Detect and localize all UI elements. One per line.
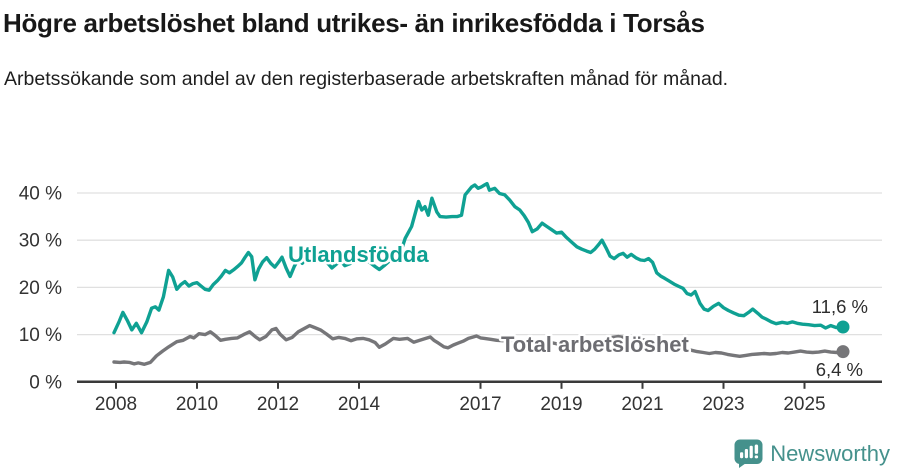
y-tick-label: 0 % bbox=[29, 372, 62, 393]
end-dot-total-arbetsl-shet bbox=[836, 345, 850, 359]
end-value-label-total-arbetsl-shet: 6,4 % bbox=[816, 359, 863, 380]
x-tick-label: 2010 bbox=[176, 394, 218, 415]
newsworthy-icon bbox=[734, 439, 763, 468]
y-tick-label: 40 % bbox=[19, 184, 62, 205]
x-tick-label: 2017 bbox=[459, 394, 501, 415]
x-tick-label: 2008 bbox=[95, 394, 137, 415]
x-tick-label: 2019 bbox=[540, 394, 582, 415]
x-tick-label: 2021 bbox=[621, 394, 663, 415]
chart-subtitle: Arbetssökande som andel av den registerb… bbox=[4, 68, 729, 90]
x-tick-label: 2025 bbox=[783, 394, 825, 415]
page-title: Högre arbetslöshet bland utrikes- än inr… bbox=[3, 8, 705, 38]
x-tick-label: 2023 bbox=[702, 394, 744, 415]
y-tick-label: 20 % bbox=[19, 278, 62, 299]
end-value-label-utlandsf-dda: 11,6 % bbox=[812, 296, 868, 317]
y-tick-label: 10 % bbox=[19, 325, 62, 346]
line-utlandsf-dda bbox=[112, 181, 845, 335]
x-tick-label: 2014 bbox=[338, 394, 381, 415]
series-label-total-arbetsl-shet: Total arbetslöshet bbox=[501, 332, 690, 357]
y-tick-label: 30 % bbox=[19, 231, 62, 252]
series-label-utlandsf-dda: Utlandsfödda bbox=[288, 242, 429, 267]
end-dot-utlandsf-dda bbox=[836, 320, 850, 334]
newsworthy-logo: Newsworthy bbox=[734, 439, 890, 468]
newsworthy-wordmark: Newsworthy bbox=[770, 440, 890, 466]
x-tick-label: 2012 bbox=[257, 394, 299, 415]
line-total-arbetsl-shet bbox=[112, 323, 845, 366]
